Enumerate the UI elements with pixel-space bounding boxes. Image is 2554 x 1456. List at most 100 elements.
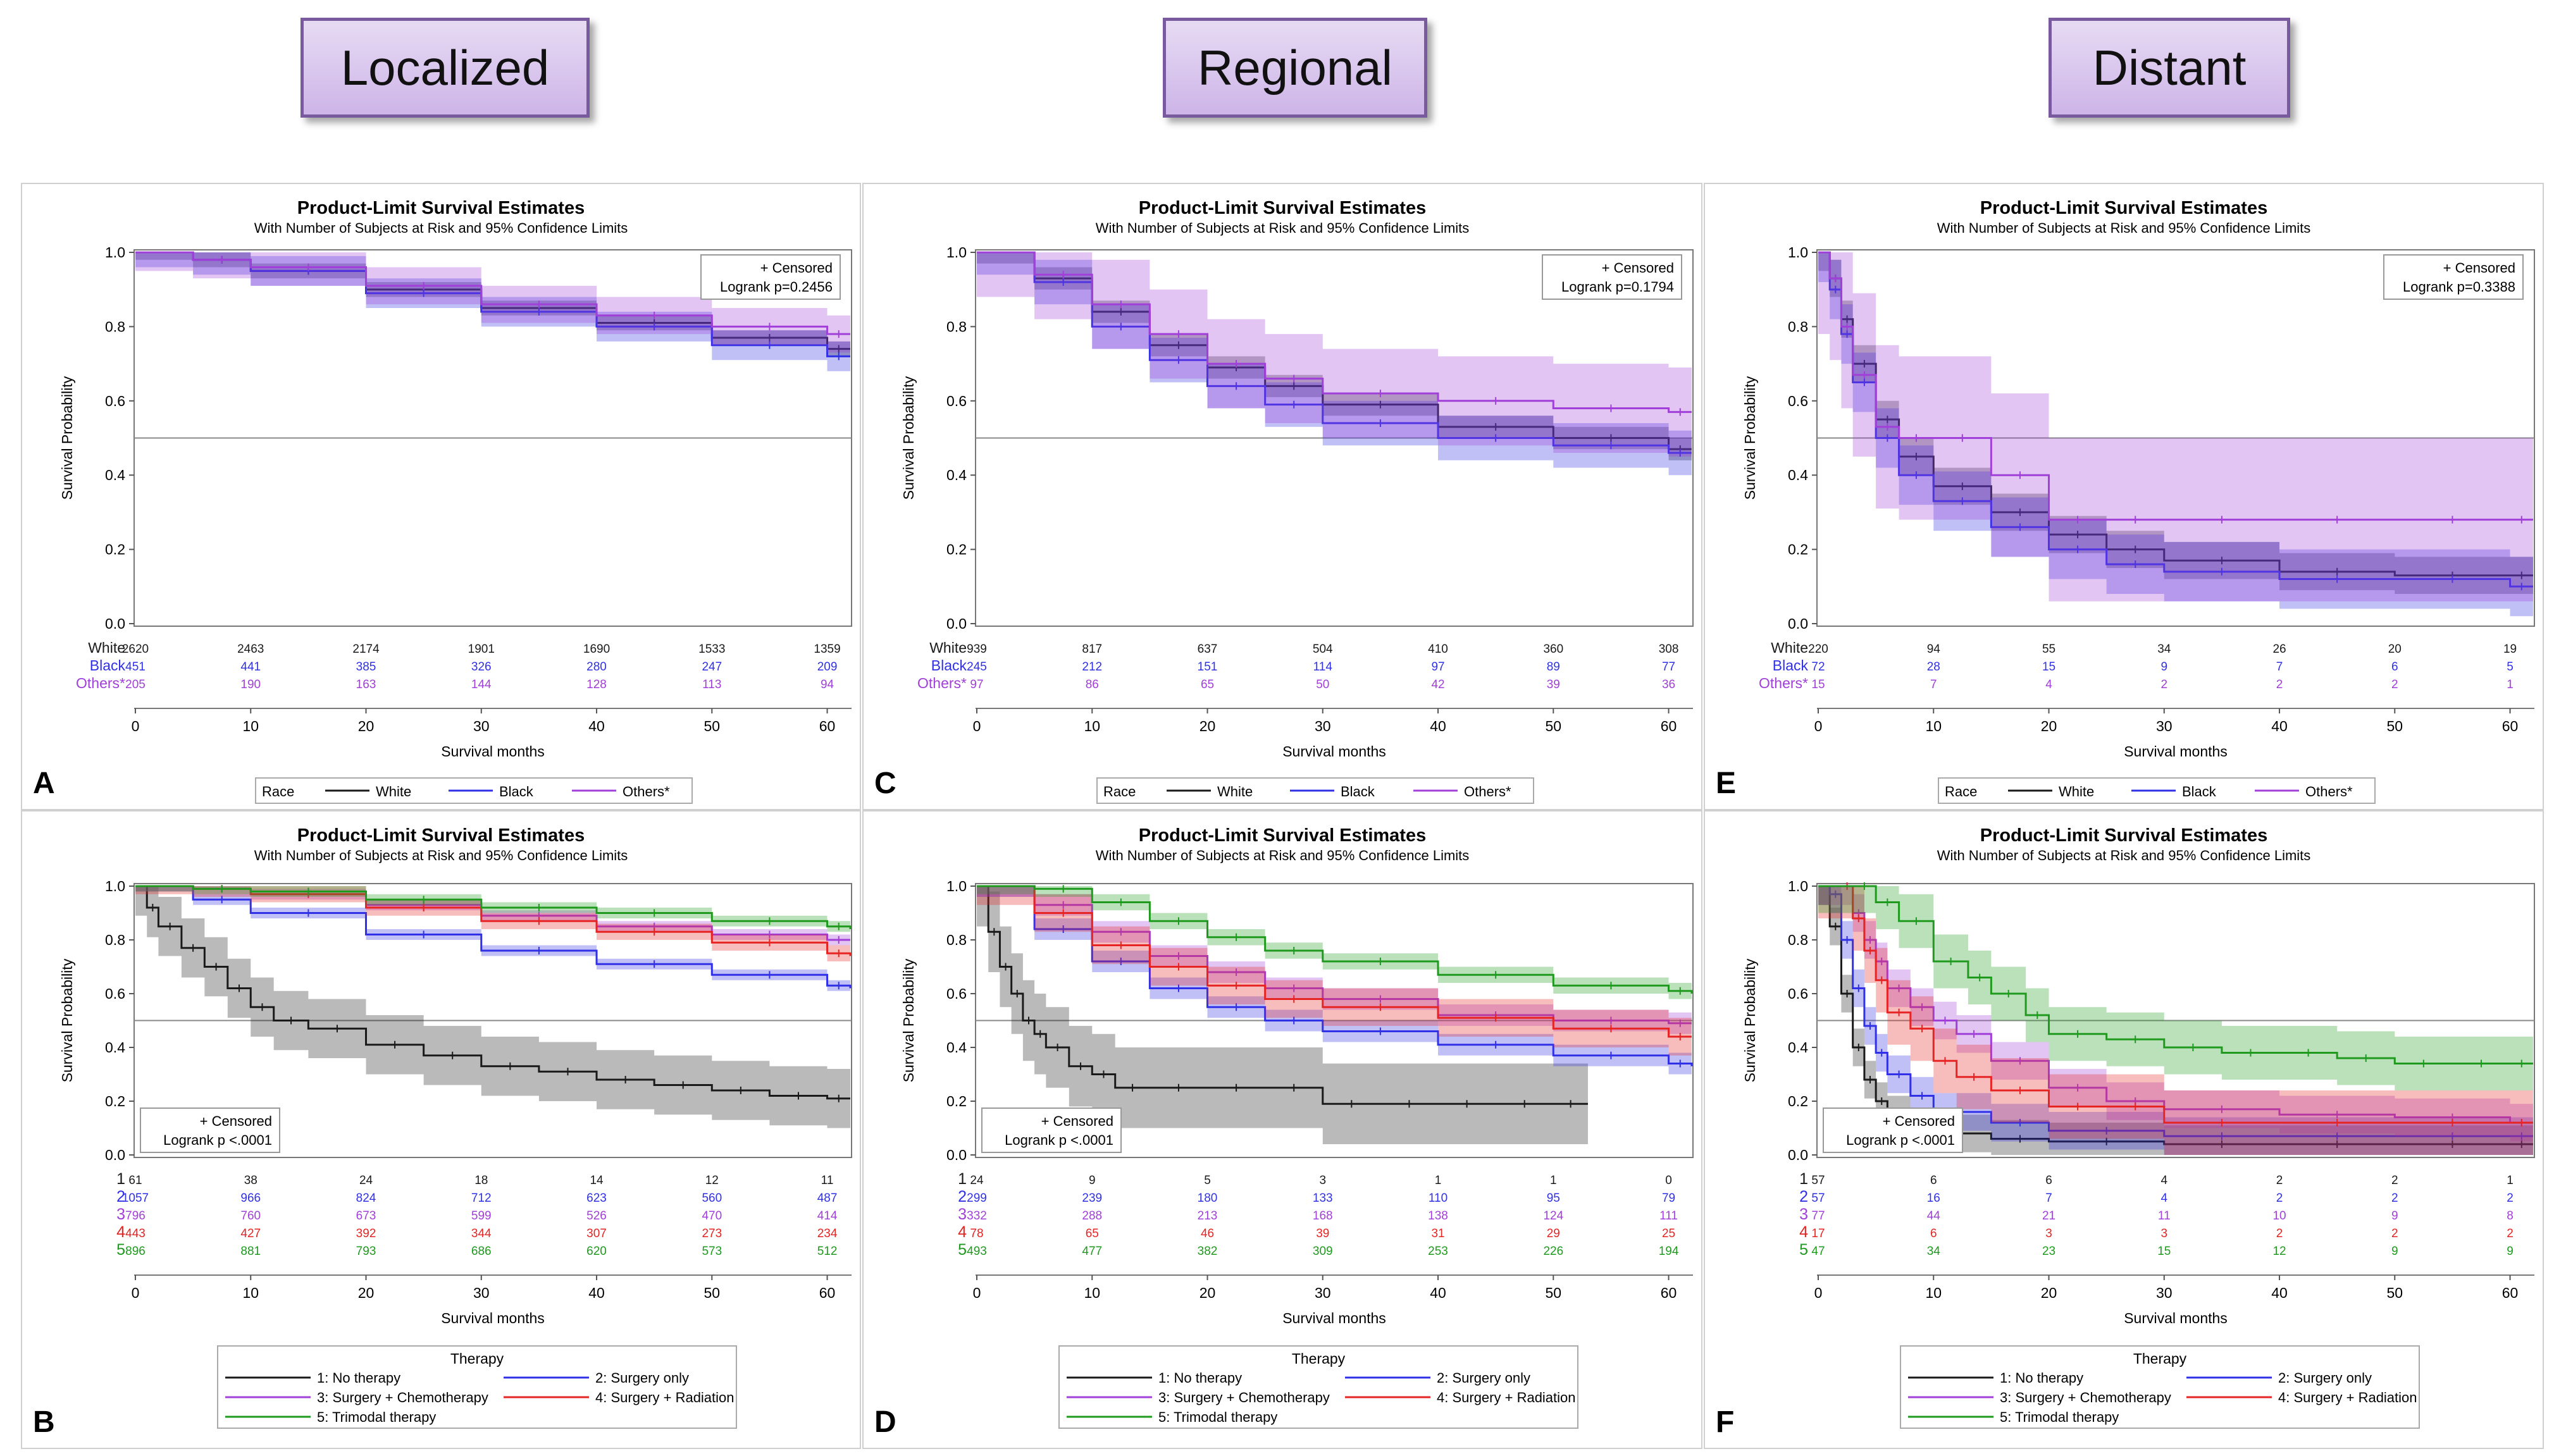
risk-value: 151 [1198, 660, 1218, 674]
y-tick-label: 0.8 [946, 318, 967, 335]
risk-value: 673 [356, 1209, 376, 1223]
x-tick-label: 30 [2156, 1285, 2173, 1301]
risk-value: 226 [1543, 1245, 1563, 1258]
y-tick-label: 0.6 [946, 985, 967, 1002]
risk-value: 2 [2276, 1174, 2283, 1187]
chart-subtitle: With Number of Subjects at Risk and 95% … [1937, 848, 2311, 863]
risk-value: 6 [2045, 1174, 2052, 1187]
risk-value: 9 [2391, 1245, 2398, 1258]
x-tick-label: 50 [704, 1285, 720, 1301]
risk-value: 896 [125, 1245, 146, 1258]
header-distant: Distant [2049, 18, 2290, 118]
risk-value: 24 [359, 1174, 373, 1187]
legend-entry-5: 5: Trimodal therapy [1158, 1409, 1277, 1425]
x-tick-label: 0 [132, 1285, 140, 1301]
risk-value: 451 [125, 660, 146, 674]
x-tick-label: 40 [2271, 718, 2288, 734]
risk-value: 50 [1316, 678, 1329, 691]
risk-value: 1 [2507, 678, 2514, 691]
risk-value: 308 [1659, 643, 1679, 656]
risk-value: 712 [471, 1192, 492, 1205]
stat-box [140, 1107, 280, 1153]
risk-value: 288 [1082, 1209, 1102, 1223]
legend-box [1900, 1345, 2420, 1429]
risk-value: 470 [702, 1209, 722, 1223]
risk-value: 2 [2276, 1192, 2283, 1205]
risk-value: 23 [2042, 1245, 2055, 1258]
risk-value: 0 [1665, 1174, 1672, 1187]
risk-row-label: White [929, 639, 967, 656]
risk-value: 113 [702, 678, 721, 691]
x-tick-label: 10 [1925, 1285, 1942, 1301]
risk-value: 11 [2158, 1209, 2171, 1223]
risk-value: 220 [1808, 643, 1828, 656]
risk-row-label: 5 [116, 1241, 125, 1259]
risk-row-label: Black [90, 657, 126, 674]
x-tick-label: 60 [819, 718, 836, 734]
risk-value: 573 [702, 1245, 722, 1258]
y-tick-label: 0.2 [105, 1093, 125, 1109]
risk-value: 55 [2042, 643, 2055, 656]
risk-value: 410 [1428, 643, 1448, 656]
risk-value: 97 [1431, 660, 1444, 674]
chart-subtitle: With Number of Subjects at Risk and 95% … [1937, 220, 2311, 236]
risk-value: 8 [2507, 1209, 2514, 1223]
risk-value: 39 [1547, 678, 1560, 691]
ci-band-1 [135, 886, 850, 1128]
risk-value: 138 [1428, 1209, 1448, 1223]
y-tick-label: 1.0 [105, 878, 125, 894]
ci-band-2 [977, 886, 1692, 1077]
x-tick-label: 60 [2502, 718, 2519, 734]
y-tick-label: 0.6 [1788, 985, 1808, 1002]
x-tick-label: 60 [1661, 1285, 1677, 1301]
risk-row-label: 4 [1799, 1223, 1808, 1241]
survival-line-5 [1818, 885, 2533, 1064]
legend-entry-3: Others* [623, 784, 670, 799]
risk-value: 2 [2507, 1227, 2514, 1240]
x-tick-label: 60 [2502, 1285, 2519, 1301]
logrank-text: Logrank p=0.1794 [1561, 279, 1674, 295]
risk-value: 4 [2045, 678, 2052, 691]
risk-value: 86 [1086, 678, 1099, 691]
y-tick-label: 1.0 [946, 244, 967, 261]
risk-value: 2620 [122, 643, 149, 656]
x-tick-label: 50 [2386, 718, 2403, 734]
y-tick-label: 0.6 [105, 393, 125, 409]
legend-entry-4: 4: Surgery + Radiation [595, 1390, 735, 1405]
risk-row-label: 1 [1799, 1170, 1808, 1188]
legend-title: Race [1945, 784, 1977, 799]
x-tick-label: 20 [2041, 718, 2057, 734]
y-tick-label: 0.2 [105, 541, 125, 558]
x-tick-label: 40 [1430, 718, 1446, 734]
y-tick-label: 0.6 [105, 985, 125, 1002]
legend-box [217, 1345, 737, 1429]
chart-subtitle: With Number of Subjects at Risk and 95% … [254, 220, 628, 236]
survival-line-1 [135, 885, 850, 1100]
risk-row-label: 2 [958, 1188, 967, 1206]
risk-value: 94 [821, 678, 834, 691]
x-tick-label: 50 [1545, 1285, 1561, 1301]
risk-value: 309 [1313, 1245, 1333, 1258]
risk-value: 273 [702, 1227, 722, 1240]
risk-value: 4 [2160, 1192, 2167, 1205]
ci-band-1 [977, 886, 1588, 1144]
risk-value: 6 [2391, 660, 2398, 674]
risk-value: 3 [2160, 1227, 2167, 1240]
risk-row-label: 4 [958, 1223, 967, 1241]
legend-entry-2: Black [1341, 784, 1375, 799]
risk-value: 34 [2157, 643, 2171, 656]
risk-value: 72 [1811, 660, 1825, 674]
y-axis-label: Survival Probability [1742, 376, 1758, 500]
chart-title: Product-Limit Survival Estimates [297, 825, 585, 846]
risk-value: 7 [2276, 660, 2283, 674]
risk-value: 4 [2160, 1174, 2167, 1187]
legend-entry-3: Others* [2305, 784, 2353, 799]
survival-line-1 [977, 885, 1588, 1105]
risk-value: 443 [125, 1227, 146, 1240]
risk-value: 15 [2157, 1245, 2171, 1258]
risk-value: 128 [586, 678, 607, 691]
risk-value: 65 [1086, 1227, 1099, 1240]
panel-B: Product-Limit Survival Estimates With Num… [21, 810, 861, 1449]
risk-value: 6 [1930, 1227, 1937, 1240]
